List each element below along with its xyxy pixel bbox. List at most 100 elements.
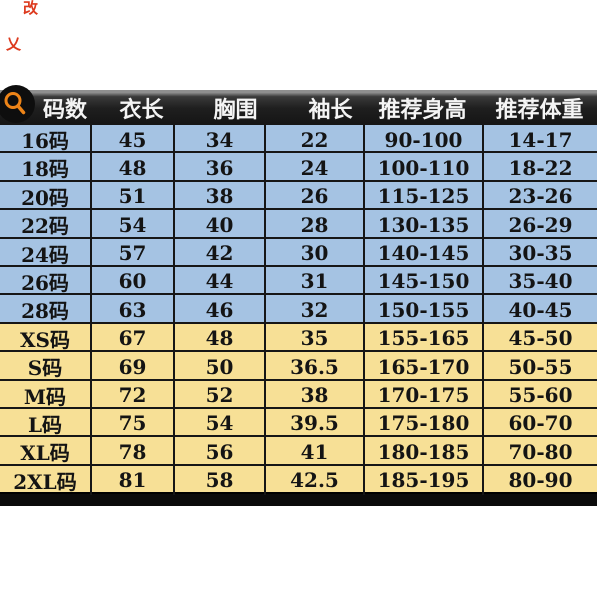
cell-value: 18-22 (482, 153, 597, 183)
cell-value: 69 (90, 352, 173, 382)
table-row: L码 75 54 39.5 175-180 60-70 (0, 406, 597, 438)
cell-size-label: S码 (27, 356, 63, 381)
cell-value: 34 (173, 125, 264, 154)
red-watermark-fragment-top: 改 (23, 0, 39, 17)
cell-value: 35-40 (482, 266, 597, 296)
cell-size-label: 18码 (21, 157, 69, 182)
cell-value: 67 (90, 323, 173, 353)
red-watermark-fragment-side: 乂 (6, 35, 22, 53)
cell-value: 28 (264, 210, 363, 240)
cell-value: 26-29 (482, 210, 597, 240)
cell-value: 54 (90, 210, 173, 240)
header-cell-height: 推荐身高 (378, 97, 467, 123)
table-row: 26码 60 44 31 145-150 35-40 (0, 264, 597, 296)
cell-value: 41 (264, 437, 363, 467)
cell-value: 31 (264, 266, 363, 296)
cell-value: 24 (264, 153, 363, 183)
cell-value: 45-50 (482, 323, 597, 353)
cell-value: 63 (90, 295, 173, 325)
cell-value: 185-195 (363, 465, 482, 495)
table-row: 18码 48 36 24 100-110 18-22 (0, 151, 597, 183)
cell-size-label: M码 (23, 384, 67, 409)
cell-value: 42.5 (264, 465, 363, 495)
cell-value: 60 (90, 266, 173, 296)
cell-value: 36 (173, 153, 264, 183)
cell-size-label: XL码 (20, 441, 70, 466)
cell-value: 38 (264, 380, 363, 410)
cell-size-label: 28码 (21, 299, 69, 324)
cell-value: 180-185 (363, 437, 482, 467)
table-row: 20码 51 38 26 115-125 23-26 (0, 179, 597, 211)
cell-value: 80-90 (482, 465, 597, 495)
header-cell-length: 衣长 (119, 97, 164, 123)
size-table: 码数 衣长 胸围 袖长 推荐身高 推荐体重 16码 45 34 22 90-100 14-… (0, 85, 597, 507)
cell-value: 51 (90, 181, 173, 211)
cell-value: 170-175 (363, 380, 482, 410)
cell-value: 44 (173, 266, 264, 296)
cell-value: 45 (90, 125, 173, 154)
cell-value: 22 (264, 125, 363, 154)
cell-value: 30-35 (482, 238, 597, 268)
cell-size-label: 2XL码 (13, 469, 77, 494)
cell-value: 36.5 (264, 352, 363, 382)
table-row: 24码 57 42 30 140-145 30-35 (0, 236, 597, 268)
cell-value: 38 (173, 181, 264, 211)
cell-value: 56 (173, 437, 264, 467)
cell-value: 57 (90, 238, 173, 268)
cell-value: 75 (90, 408, 173, 438)
cell-value: 48 (90, 153, 173, 183)
cell-value: 46 (173, 295, 264, 325)
table-row: XS码 67 48 35 155-165 45-50 (0, 321, 597, 353)
cell-value: 175-180 (363, 408, 482, 438)
table-header-row: 码数 衣长 胸围 袖长 推荐身高 推荐体重 (0, 90, 597, 123)
cell-value: 26 (264, 181, 363, 211)
cell-value: 50 (173, 352, 264, 382)
cell-value: 72 (90, 380, 173, 410)
cell-value: 39.5 (264, 408, 363, 438)
table-row: 2XL码 81 58 42.5 185-195 80-90 (0, 463, 597, 495)
cell-size-label: XS码 (20, 327, 70, 352)
table-row: 28码 63 46 32 150-155 40-45 (0, 293, 597, 325)
cell-value: 23-26 (482, 181, 597, 211)
cell-size-label: 24码 (21, 242, 69, 267)
header-cell-size: 码数 (42, 97, 87, 123)
table-row: S码 69 50 36.5 165-170 50-55 (0, 350, 597, 382)
cell-value: 14-17 (482, 125, 597, 154)
cell-value: 55-60 (482, 380, 597, 410)
header-cell-chest: 胸围 (213, 97, 258, 123)
cell-value: 30 (264, 238, 363, 268)
header-cell-weight: 推荐体重 (495, 97, 584, 123)
cell-value: 52 (173, 380, 264, 410)
table-bottom-bar (0, 492, 597, 507)
cell-value: 165-170 (363, 352, 482, 382)
table-row: 22码 54 40 28 130-135 26-29 (0, 208, 597, 240)
cell-value: 81 (90, 465, 173, 495)
cell-value: 54 (173, 408, 264, 438)
cell-value: 40 (173, 210, 264, 240)
table-body: 16码 45 34 22 90-100 14-17 18码 48 36 24 100-110 18-2… (0, 123, 597, 495)
cell-value: 100-110 (363, 153, 482, 183)
cell-value: 130-135 (363, 210, 482, 240)
cell-value: 115-125 (363, 181, 482, 211)
magnifier-icon-svg (0, 85, 35, 123)
cell-value: 32 (264, 295, 363, 325)
cell-size-label: 22码 (21, 214, 69, 239)
table-row: M码 72 52 38 170-175 55-60 (0, 378, 597, 410)
cell-size-label: L码 (27, 412, 63, 437)
cell-value: 155-165 (363, 323, 482, 353)
cell-size-label: 20码 (21, 185, 69, 210)
cell-size-label: 16码 (21, 129, 69, 153)
cell-value: 50-55 (482, 352, 597, 382)
cell-value: 35 (264, 323, 363, 353)
table-row: XL码 78 56 41 180-185 70-80 (0, 435, 597, 467)
cell-value: 78 (90, 437, 173, 467)
cell-value: 140-145 (363, 238, 482, 268)
header-cell-sleeve: 袖长 (308, 97, 353, 123)
cell-value: 42 (173, 238, 264, 268)
cell-size-label: 26码 (21, 270, 69, 295)
cell-value: 145-150 (363, 266, 482, 296)
table-row: 16码 45 34 22 90-100 14-17 (0, 123, 597, 154)
cell-value: 60-70 (482, 408, 597, 438)
cell-value: 70-80 (482, 437, 597, 467)
cell-value: 40-45 (482, 295, 597, 325)
